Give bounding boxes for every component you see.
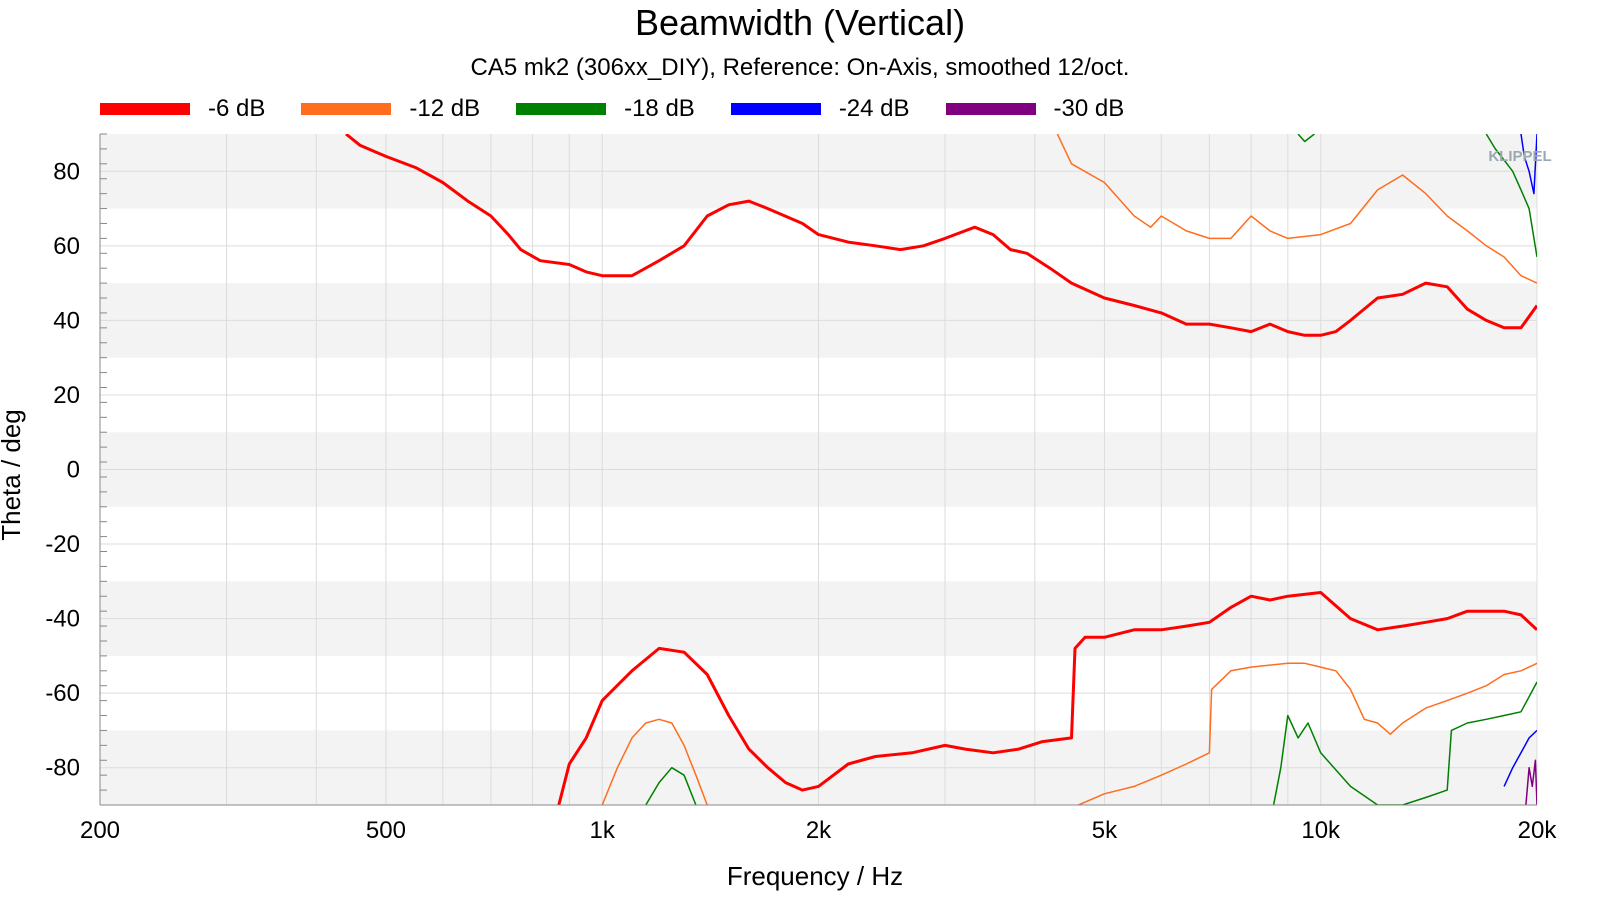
series-line-12db <box>1078 662 1537 805</box>
series-line-6db <box>557 591 1537 805</box>
series-line-18db <box>645 766 697 805</box>
series-line-18db <box>1272 681 1537 805</box>
legend-label: -24 dB <box>838 95 910 122</box>
chart-title: Beamwidth (Vertical) <box>634 2 966 43</box>
legend-item: -18 dB <box>516 95 695 123</box>
series-line-12db <box>1056 134 1537 284</box>
axes <box>99 133 1537 806</box>
legend-swatch <box>301 103 392 115</box>
legend: -6 dB -12 dB -18 dB -24 dB -30 dB <box>100 92 1160 126</box>
legend-item: -6 dB <box>100 95 265 123</box>
legend-item: -12 dB <box>301 95 480 123</box>
watermark: KLIPPEL <box>1488 148 1551 165</box>
x-tick-label: 1k <box>590 817 616 844</box>
y-tick-label: 60 <box>53 233 80 260</box>
x-tick-label: 20k <box>1518 817 1558 844</box>
y-tick-label: 20 <box>53 382 80 409</box>
series-lines <box>345 134 1537 805</box>
x-tick-label: 10k <box>1301 817 1341 844</box>
series-line-12db <box>601 718 708 805</box>
y-axis-label: Theta / deg <box>0 409 26 541</box>
legend-item: -24 dB <box>730 95 910 123</box>
y-tick-label: 0 <box>67 457 80 484</box>
y-tick-label: -20 <box>45 531 80 558</box>
series-line-18db <box>1297 134 1315 143</box>
x-tick-label: 200 <box>80 817 120 844</box>
y-tick-label: 80 <box>53 158 80 185</box>
y-tick-label: -80 <box>45 755 80 782</box>
legend-swatch <box>945 103 1036 115</box>
legend-label: -30 dB <box>1053 95 1125 122</box>
legend-label: -18 dB <box>624 95 695 122</box>
legend-label: -6 dB <box>208 95 266 122</box>
legend-swatch <box>730 103 821 115</box>
x-tick-label: 500 <box>366 817 406 844</box>
legend-item: -30 dB <box>945 95 1125 123</box>
series-line-6db <box>345 134 1537 337</box>
legend-swatch <box>516 103 607 115</box>
series-line-24db <box>1503 729 1537 787</box>
y-tick-label: -60 <box>45 680 80 707</box>
series-line-30db <box>1525 759 1537 805</box>
x-tick-label: 2k <box>806 817 832 844</box>
series-line-18db <box>1485 134 1537 258</box>
y-tick-label: -40 <box>45 606 80 633</box>
y-tick-label: 40 <box>53 307 80 334</box>
legend-swatch <box>100 103 190 115</box>
x-axis-label: Frequency / Hz <box>727 861 903 891</box>
x-tick-label: 5k <box>1092 817 1118 844</box>
series-line-24db <box>1520 134 1537 195</box>
legend-label: -12 dB <box>409 95 481 122</box>
chart-subtitle: CA5 mk2 (306xx_DIY), Reference: On-Axis,… <box>470 54 1130 81</box>
